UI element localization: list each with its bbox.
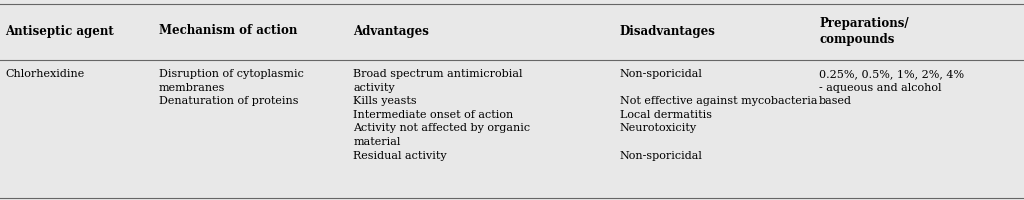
Text: Mechanism of action: Mechanism of action xyxy=(159,24,297,38)
Text: 0.25%, 0.5%, 1%, 2%, 4%
- aqueous and alcohol
based: 0.25%, 0.5%, 1%, 2%, 4% - aqueous and al… xyxy=(819,69,965,106)
Text: Disruption of cytoplasmic
membranes
Denaturation of proteins: Disruption of cytoplasmic membranes Dena… xyxy=(159,69,303,106)
Text: Chlorhexidine: Chlorhexidine xyxy=(5,69,84,79)
Text: Preparations/
compounds: Preparations/ compounds xyxy=(819,17,909,46)
Text: Disadvantages: Disadvantages xyxy=(620,24,716,38)
Text: Advantages: Advantages xyxy=(353,24,429,38)
Text: Broad spectrum antimicrobial
activity
Kills yeasts
Intermediate onset of action
: Broad spectrum antimicrobial activity Ki… xyxy=(353,69,530,161)
Text: Antiseptic agent: Antiseptic agent xyxy=(5,24,114,38)
Text: Non-sporicidal

Not effective against mycobacteria
Local dermatitis
Neurotoxicit: Non-sporicidal Not effective against myc… xyxy=(620,69,817,161)
